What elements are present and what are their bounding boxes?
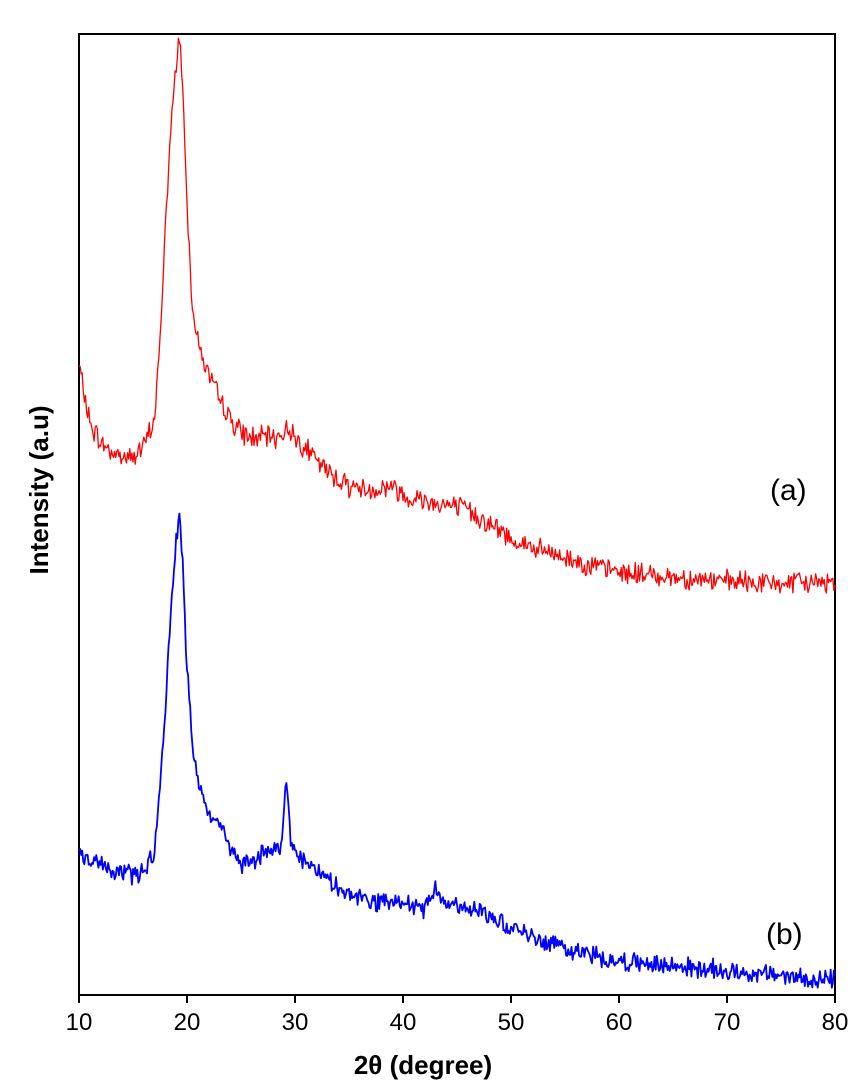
- x-tick-label: 60: [606, 1009, 633, 1036]
- x-tick-label: 20: [174, 1009, 201, 1036]
- x-tick-label: 70: [714, 1009, 741, 1036]
- x-tick-label: 30: [282, 1009, 309, 1036]
- x-tick-label: 40: [390, 1009, 417, 1036]
- x-tick-label: 50: [498, 1009, 525, 1036]
- x-tick-label: 10: [66, 1009, 93, 1036]
- y-axis-title: Intensity (a.u): [24, 405, 54, 574]
- curve-label-b: (b): [766, 918, 803, 951]
- x-axis-title: 2θ (degree): [354, 1050, 492, 1080]
- series-line-a: [78, 37, 836, 594]
- plot-frame: [78, 33, 836, 996]
- curve-label-a: (a): [770, 474, 807, 507]
- series-layer: [78, 37, 836, 989]
- series-line-b: [78, 512, 836, 989]
- x-axis-ticks: 10 20 30 40 50 60 70 80: [66, 995, 849, 1036]
- x-tick-label: 80: [822, 1009, 849, 1036]
